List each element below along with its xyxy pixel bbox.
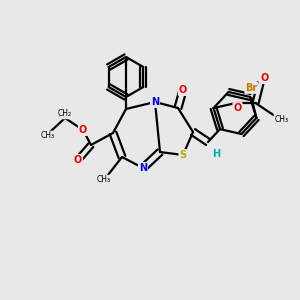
Text: O: O bbox=[233, 103, 242, 113]
Text: CH₃: CH₃ bbox=[41, 131, 55, 140]
Text: O: O bbox=[179, 85, 187, 95]
Text: N: N bbox=[151, 97, 159, 107]
Text: O: O bbox=[74, 155, 82, 165]
Text: H: H bbox=[212, 149, 220, 159]
Text: CH₂: CH₂ bbox=[58, 110, 72, 118]
Text: N: N bbox=[139, 163, 147, 173]
Text: O: O bbox=[260, 73, 269, 83]
Text: Br: Br bbox=[245, 83, 258, 93]
Text: O: O bbox=[79, 125, 87, 135]
Text: CH₃: CH₃ bbox=[274, 115, 289, 124]
Text: CH₃: CH₃ bbox=[97, 176, 111, 184]
Text: S: S bbox=[179, 150, 187, 160]
